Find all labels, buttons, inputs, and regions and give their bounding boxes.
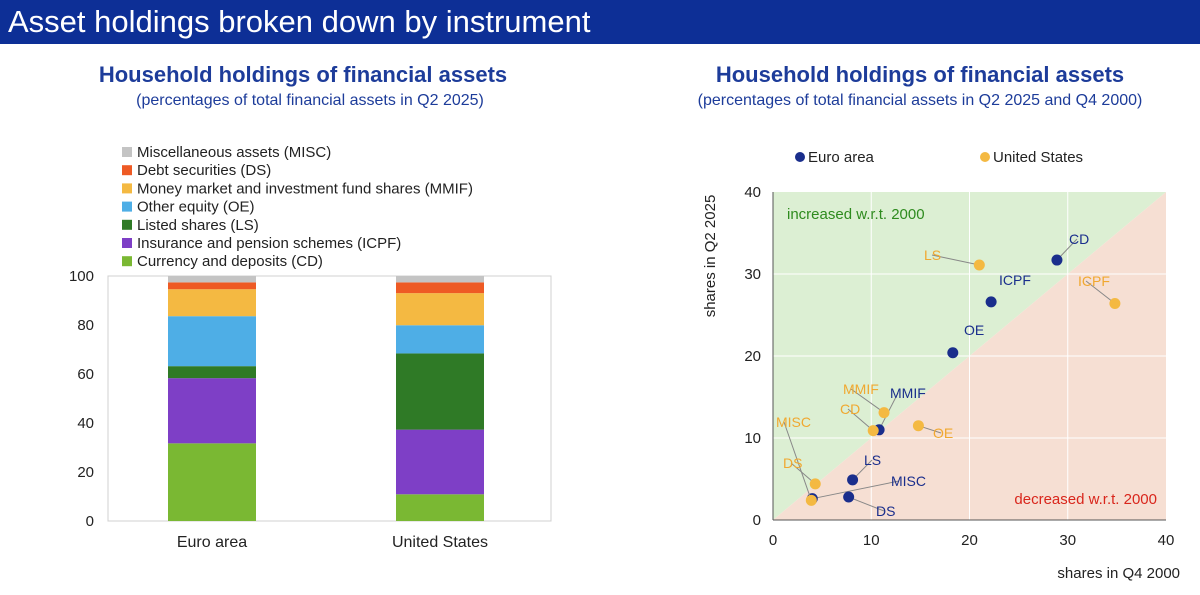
y-tick-label-20: 20 [77,464,94,481]
point-label: MISC [891,473,926,489]
x-category-label: Euro area [177,534,247,551]
bar-segment [396,325,484,354]
bar-segment [396,293,484,326]
point-label: OE [964,322,984,338]
bar-segment [396,429,484,495]
label-leader-line [931,254,980,266]
left-chart-title: Household holdings of financial assets [98,62,508,87]
bar-segment [168,366,256,379]
right-chart-subtitle: (percentages of total financial assets i… [697,92,1143,109]
legend-swatch [122,147,132,157]
legend-label: Insurance and pension schemes (ICPF) [137,235,401,252]
point-label: LS [864,452,881,468]
y-tick-label-0: 0 [753,512,761,529]
legend-swatch [122,201,132,212]
bar-segment [168,443,256,521]
bar-segment [168,276,256,283]
bar-segment [396,353,484,430]
label-leader-line [783,421,812,501]
label-leader-line [1085,280,1116,304]
point-label: CD [840,401,860,417]
scatter-point [847,474,859,486]
bar-segment [168,289,256,317]
legend-swatch [122,238,132,248]
right-chart-title: Household holdings of financial assets [715,62,1125,87]
point-label: LS [924,247,941,263]
legend-label: Debt securities (DS) [137,162,271,179]
bar-segment [396,494,484,521]
scatter-point [912,420,924,432]
label-leader-line [850,388,885,413]
bar-segment [396,282,484,294]
bar-segment [168,282,256,290]
scatter-point [973,259,985,271]
scatter-point [985,296,997,308]
legend-swatch [122,165,132,176]
legend-label: Money market and investment fund shares … [137,180,473,197]
point-label: CD [1069,231,1089,247]
scatter-point [947,347,959,359]
plot-area-frame [107,275,552,522]
point-label: ICPF [1078,273,1110,289]
region-label-increased: increased w.r.t. 2000 [787,206,925,223]
point-label: DS [876,503,895,519]
banner-title: Asset holdings broken down by instrument [8,4,591,39]
legend-swatch [122,219,132,230]
scatter-point [1109,298,1121,310]
legend-label: United States [993,149,1083,166]
label-leader-line [847,408,874,431]
legend-swatch [122,183,132,194]
scatter-point [1051,254,1063,266]
x-tick-label-0: 0 [769,532,777,549]
x-axis-title: shares in Q4 2000 [1057,565,1180,582]
legend-marker [795,152,805,162]
stacked-bar-chart: 0 20 40 60 80 100 Euro area United States Miscel… [69,144,552,551]
y-tick-label-40: 40 [77,415,94,432]
point-label: MMIF [890,385,926,401]
x-category-label: United States [392,534,488,551]
legend-label: Listed shares (LS) [137,217,259,234]
label-leader-line [848,496,885,512]
y-tick-label-10: 10 [744,430,761,447]
bar-segment [168,316,256,367]
x-tick-label-20: 20 [961,532,978,549]
legend-label: Miscellaneous assets (MISC) [137,144,331,161]
scatter-point [843,491,855,503]
banner: Asset holdings broken down by instrument [0,0,1200,44]
left-chart-subtitle: (percentages of total financial assets i… [136,92,484,109]
scatter-point [878,407,890,419]
point-label: DS [783,455,802,471]
y-tick-label-20: 20 [744,348,761,365]
scatter-point [805,494,817,506]
point-label: MISC [776,414,811,430]
legend-marker [980,152,990,162]
point-label: MMIF [843,381,879,397]
y-tick-label-40: 40 [744,184,761,201]
y-tick-label-0: 0 [86,513,94,530]
y-tick-label-30: 30 [744,266,761,283]
legend-label: Euro area [808,149,875,166]
legend-label: Other equity (OE) [137,199,255,216]
y-tick-label-100: 100 [69,268,94,285]
bar-segment [396,276,484,283]
x-tick-label-30: 30 [1059,532,1076,549]
point-label: ICPF [999,272,1031,288]
legend-swatch [122,256,132,267]
y-tick-label-60: 60 [77,366,94,383]
y-axis-title: shares in Q2 2025 [702,195,719,318]
bar-segment [168,378,256,444]
x-tick-label-40: 40 [1158,532,1175,549]
label-leader-line [812,480,900,500]
scatter-point [809,478,821,490]
region-label-decreased: decreased w.r.t. 2000 [1014,491,1157,508]
x-tick-label-10: 10 [863,532,880,549]
point-label: OE [933,425,953,441]
y-tick-label-80: 80 [77,317,94,334]
scatter-point [867,425,879,437]
legend-label: Currency and deposits (CD) [137,253,323,270]
